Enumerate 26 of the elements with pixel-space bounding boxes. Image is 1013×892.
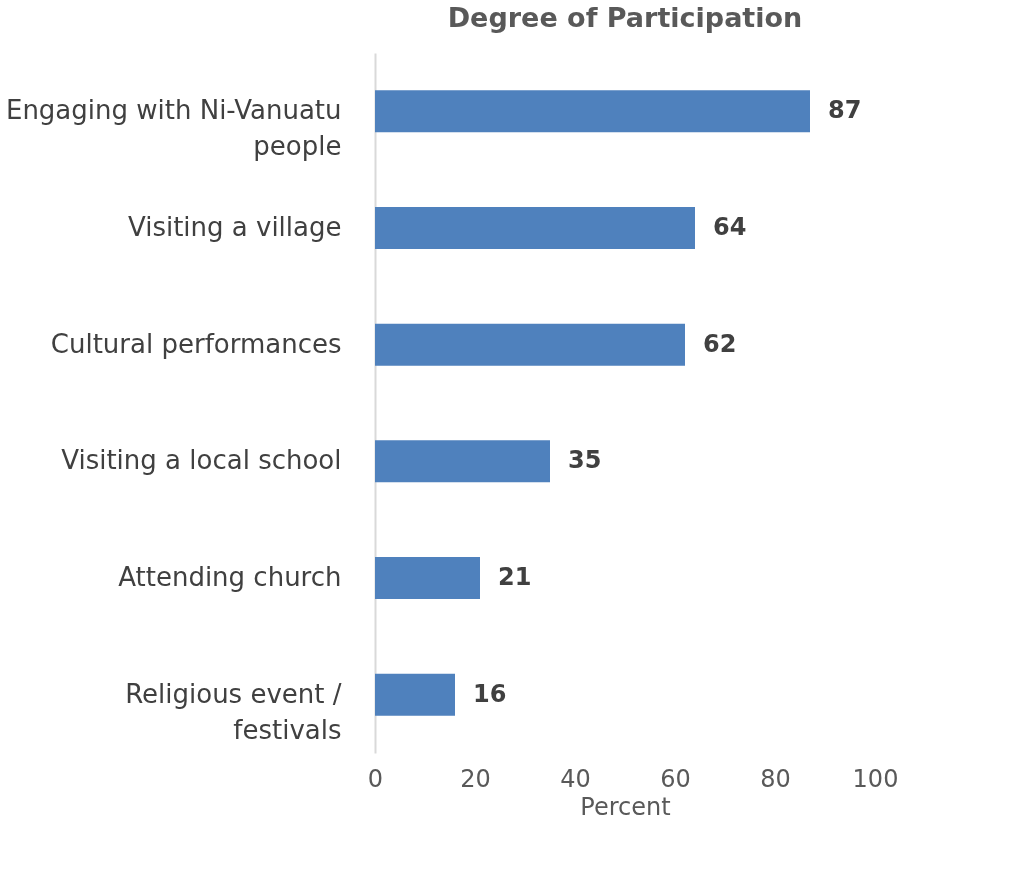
bar: [375, 90, 810, 133]
x-tick-label: 20: [460, 764, 491, 793]
chart-title: Degree of Participation: [447, 2, 803, 33]
y-tick-label: Visiting a village: [127, 212, 342, 242]
y-tick-label: Cultural performances: [50, 328, 342, 359]
x-tick-label: 80: [760, 764, 791, 793]
x-tick-label: 40: [560, 764, 591, 793]
data-label: 21: [498, 563, 532, 591]
y-tick-label: Engaging with Ni-Vanuatu people: [5, 95, 342, 162]
bar: [375, 207, 695, 249]
data-label: 64: [713, 213, 747, 241]
x-tick-label: 100: [852, 764, 899, 793]
bar: [375, 673, 455, 716]
bar: [375, 323, 685, 366]
data-label: 16: [473, 679, 507, 708]
bar: [375, 557, 480, 599]
data-label: 87: [828, 96, 862, 125]
data-label: 35: [568, 446, 602, 475]
x-tick-label: 60: [660, 764, 691, 793]
x-tick-label: 0: [367, 764, 384, 793]
y-tick-label: Religious event / festivals: [125, 678, 342, 745]
y-tick-label: Visiting a local school: [61, 445, 342, 476]
bar: [375, 440, 550, 483]
y-tick-label: Attending church: [118, 562, 342, 592]
x-axis-title: Percent: [580, 792, 671, 821]
data-label: 62: [703, 329, 737, 358]
